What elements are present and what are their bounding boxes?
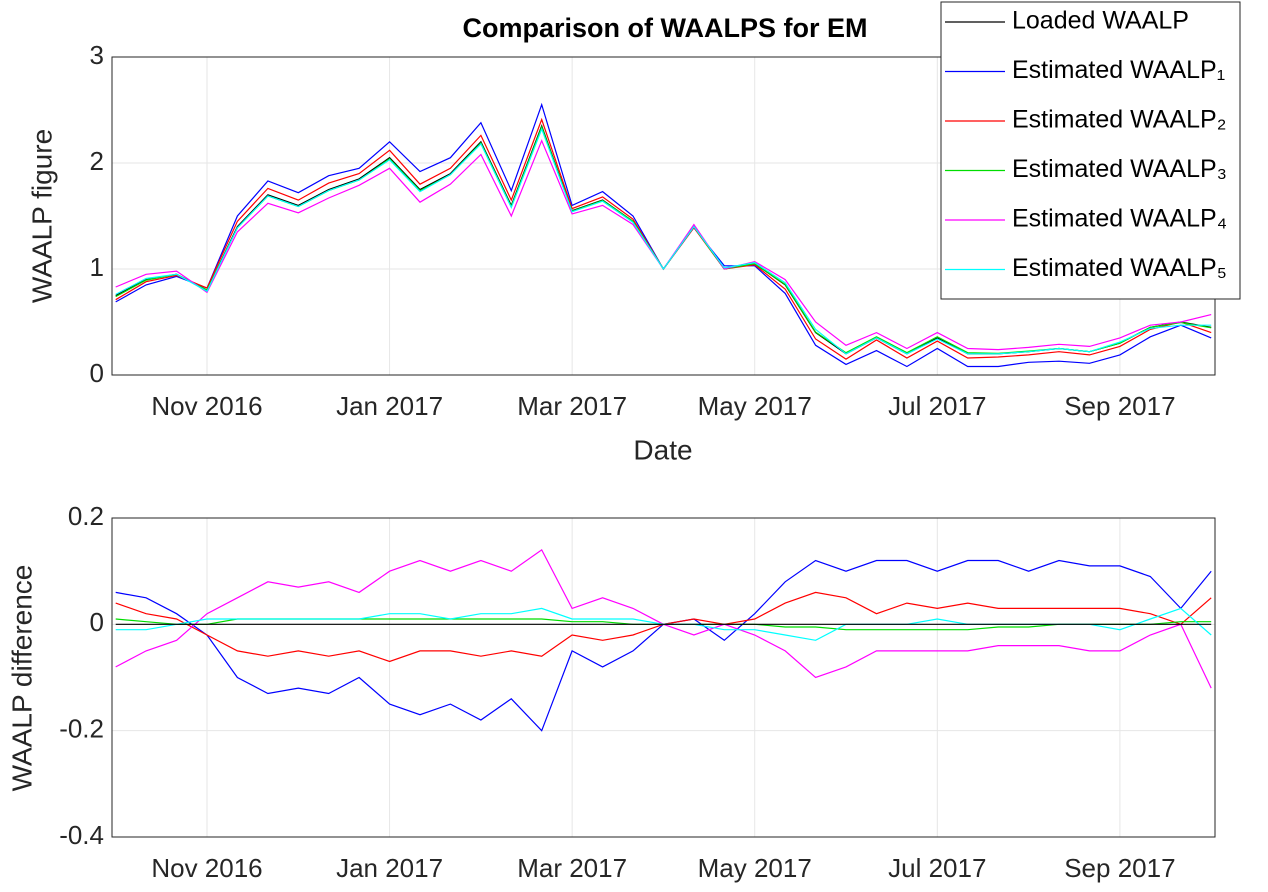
chart-title: Comparison of WAALPS for EM [463,13,868,43]
x-tick-label: Nov 2016 [151,391,262,421]
y-tick-label: 0 [90,358,104,388]
x-tick-label: Jan 2017 [336,391,443,421]
axes-box [111,517,1216,838]
legend-label: Estimated WAALP₃ [1012,155,1227,183]
x-tick-label: Sep 2017 [1064,853,1175,883]
x-tick-label: May 2017 [698,391,812,421]
x-tick-label: May 2017 [698,853,812,883]
legend-label: Estimated WAALP₄ [1012,205,1227,233]
legend-box [940,1,1241,300]
y-tick-label: -0.2 [59,714,104,744]
legend-label: Estimated WAALP₁ [1012,56,1225,84]
legend-label: Loaded WAALP [1012,7,1189,35]
x-tick-label: Jul 2017 [888,391,986,421]
y-tick-label: 1 [90,252,104,282]
legend-label: Estimated WAALP₅ [1012,254,1227,282]
data-line [115,591,1212,663]
legend-label: Estimated WAALP₂ [1012,106,1226,134]
x-axis-label: Date [633,434,692,465]
x-tick-label: Jan 2017 [336,853,443,883]
y-tick-label: 2 [90,146,104,176]
x-tick-label: Jul 2017 [888,853,986,883]
y-tick-label: 3 [90,40,104,70]
x-tick-label: Mar 2017 [517,853,627,883]
y-axis-label: WAALP difference [6,565,37,792]
x-tick-label: Nov 2016 [151,853,262,883]
y-tick-label: 0.2 [68,501,104,531]
data-line [115,127,1212,355]
y-axis-label: WAALP figure [26,129,57,303]
x-tick-label: Sep 2017 [1064,391,1175,421]
y-tick-label: 0 [90,607,104,637]
x-tick-label: Mar 2017 [517,391,627,421]
y-tick-label: -0.4 [59,820,104,850]
